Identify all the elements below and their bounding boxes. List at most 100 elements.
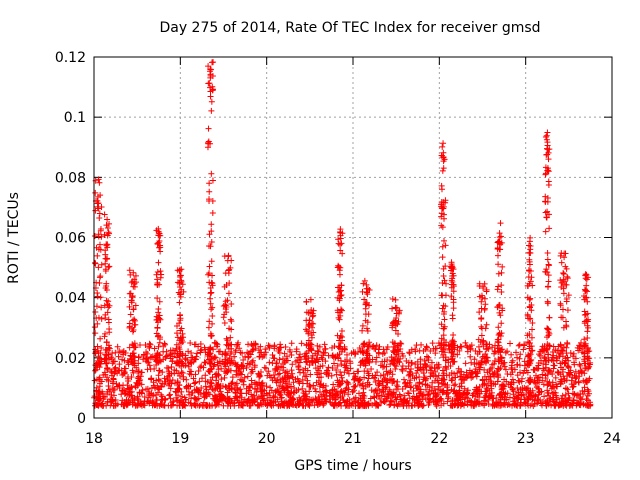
data-point: [196, 378, 203, 385]
data-point: [259, 395, 266, 402]
data-point: [279, 383, 286, 390]
data-point: [251, 362, 258, 369]
data-point: [577, 390, 584, 397]
data-point: [121, 369, 128, 376]
data-point: [154, 402, 161, 409]
data-point: [290, 396, 297, 403]
data-point: [223, 309, 230, 316]
data-point: [544, 129, 551, 136]
data-point: [126, 267, 133, 274]
data-point: [576, 400, 583, 407]
data-point: [134, 374, 141, 381]
data-point: [94, 289, 101, 296]
data-point: [96, 210, 103, 217]
data-point: [562, 263, 569, 270]
data-point: [180, 376, 187, 383]
data-point: [105, 264, 112, 271]
data-point: [496, 309, 503, 316]
data-point: [93, 394, 100, 401]
data-point: [154, 382, 161, 389]
data-point: [408, 402, 415, 409]
data-point: [214, 341, 221, 348]
data-point: [206, 270, 213, 277]
data-point: [489, 370, 496, 377]
data-point: [449, 358, 456, 365]
data-point: [209, 210, 216, 217]
data-point: [525, 390, 532, 397]
data-point: [482, 301, 489, 308]
data-point: [297, 397, 304, 404]
data-point: [157, 358, 164, 365]
data-point: [97, 226, 104, 233]
data-point: [147, 366, 154, 373]
data-point: [544, 146, 551, 153]
data-point: [379, 386, 386, 393]
data-point: [343, 365, 350, 372]
data-point: [208, 107, 215, 114]
data-point: [570, 353, 577, 360]
data-point: [229, 374, 236, 381]
data-point: [167, 352, 174, 359]
data-point: [224, 297, 231, 304]
data-point: [287, 383, 294, 390]
data-point: [496, 246, 503, 253]
data-point: [397, 355, 404, 362]
data-point: [309, 359, 316, 366]
data-point: [525, 360, 532, 367]
data-point: [391, 377, 398, 384]
data-point: [232, 361, 239, 368]
data-point: [464, 390, 471, 397]
data-point: [478, 332, 485, 339]
data-point: [262, 346, 269, 353]
data-point: [146, 362, 153, 369]
data-point: [159, 380, 166, 387]
data-point: [215, 381, 222, 388]
data-point: [310, 320, 317, 327]
data-point: [176, 381, 183, 388]
data-point: [412, 361, 419, 368]
data-point: [255, 347, 262, 354]
data-point: [459, 376, 466, 383]
data-point: [489, 401, 496, 408]
data-point: [204, 144, 211, 151]
data-point: [583, 396, 590, 403]
data-point: [507, 340, 514, 347]
data-point: [559, 347, 566, 354]
data-point: [161, 340, 168, 347]
data-point: [398, 340, 405, 347]
data-point: [95, 264, 102, 271]
data-point: [322, 396, 329, 403]
data-point: [220, 402, 227, 409]
data-point: [359, 327, 366, 334]
data-point: [104, 232, 111, 239]
data-point: [329, 344, 336, 351]
data-point: [272, 387, 279, 394]
data-point: [208, 402, 215, 409]
data-point: [471, 398, 478, 405]
data-point: [535, 374, 542, 381]
data-point: [469, 392, 476, 399]
data-point: [514, 361, 521, 368]
data-point: [271, 342, 278, 349]
data-point: [265, 368, 272, 375]
data-point: [145, 359, 152, 366]
data-point: [395, 330, 402, 337]
data-point: [537, 396, 544, 403]
data-point: [255, 394, 262, 401]
data-point: [201, 359, 208, 366]
data-point: [377, 362, 384, 369]
data-point: [393, 351, 400, 358]
data-point: [422, 381, 429, 388]
data-point: [269, 377, 276, 384]
data-point: [256, 402, 263, 409]
data-point: [155, 343, 162, 350]
data-point: [143, 349, 150, 356]
data-point: [287, 348, 294, 355]
data-point: [583, 271, 590, 278]
data-point: [584, 392, 591, 399]
data-point: [450, 288, 457, 295]
data-point: [437, 395, 444, 402]
data-point: [389, 371, 396, 378]
y-tick-label: 0.06: [55, 231, 86, 247]
data-point: [447, 362, 454, 369]
